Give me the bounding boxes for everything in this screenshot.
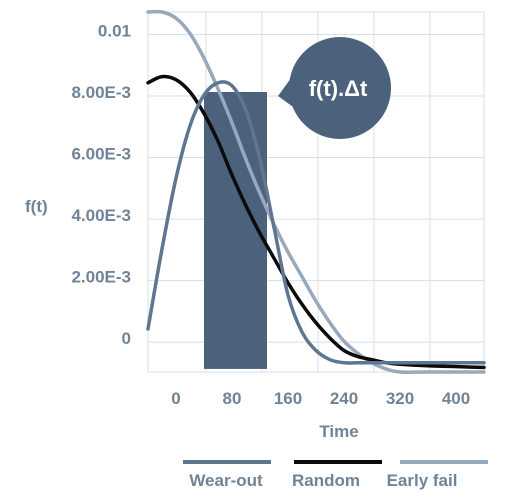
legend-item: Random [292,460,382,490]
legend: Wear-out Random Early fail [183,460,488,490]
legend-label: Early fail [387,471,458,490]
callout-pointer [278,74,300,112]
y-tick-label: 0.01 [98,21,131,40]
plot-frame [147,11,485,373]
y-tick-label: 4.00E-3 [71,206,131,225]
y-tick-label: 0 [122,329,131,348]
y-tick-labels: 0 2.00E-3 4.00E-3 6.00E-3 8.00E-3 0.01 [71,21,131,348]
x-tick-label: 160 [274,389,302,408]
legend-item: Wear-out [183,460,271,490]
x-axis-label: Time [319,422,358,441]
y-tick-label: 8.00E-3 [71,83,131,102]
x-tick-label: 400 [442,389,470,408]
x-tick-label: 240 [330,389,358,408]
x-tick-label: 0 [171,389,180,408]
series-lines [146,9,486,374]
series-line-wear-out [146,80,486,365]
legend-label: Wear-out [189,471,263,490]
y-axis-label: f(t) [25,197,48,216]
legend-label: Random [292,471,360,490]
callout-bubble [289,37,391,139]
series-line-early-fail [146,9,486,374]
x-tick-label: 80 [223,389,242,408]
x-tick-labels: 0 80 160 240 320 400 [171,389,470,408]
y-tick-label: 2.00E-3 [71,268,131,287]
y-tick-label: 6.00E-3 [71,145,131,164]
x-tick-label: 320 [386,389,414,408]
callout: f(t).Δt [278,37,391,139]
callout-label: f(t).Δt [309,76,368,101]
legend-item: Early fail [387,460,488,490]
